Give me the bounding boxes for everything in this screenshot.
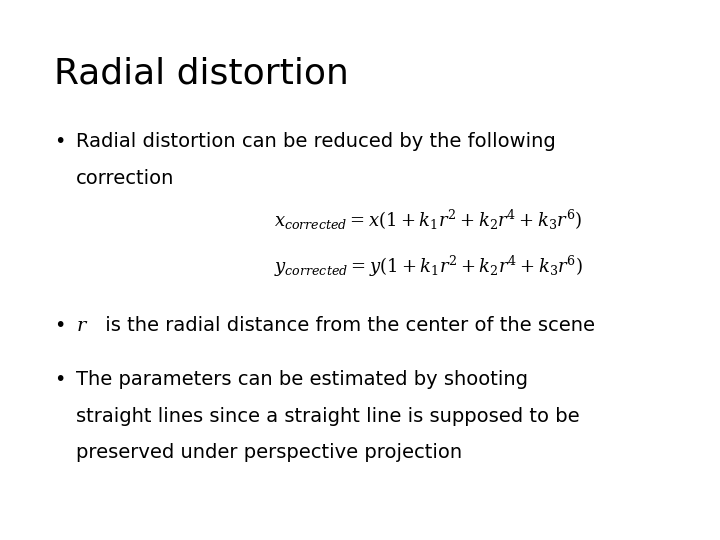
- Text: $y_{corrected} = y(1 + k_1 r^2 + k_2 r^4 + k_3 r^6)$: $y_{corrected} = y(1 + k_1 r^2 + k_2 r^4…: [274, 254, 582, 279]
- Text: straight lines since a straight line is supposed to be: straight lines since a straight line is …: [76, 407, 579, 426]
- Text: correction: correction: [76, 169, 174, 188]
- Text: •: •: [54, 316, 66, 335]
- Text: $r$: $r$: [76, 316, 88, 335]
- Text: •: •: [54, 132, 66, 151]
- Text: •: •: [54, 370, 66, 389]
- Text: Radial distortion: Radial distortion: [54, 57, 349, 91]
- Text: $x_{corrected} = x(1 + k_1 r^2 + k_2 r^4 + k_3 r^6)$: $x_{corrected} = x(1 + k_1 r^2 + k_2 r^4…: [274, 208, 582, 232]
- Text: The parameters can be estimated by shooting: The parameters can be estimated by shoot…: [76, 370, 528, 389]
- Text: is the radial distance from the center of the scene: is the radial distance from the center o…: [99, 316, 595, 335]
- Text: Radial distortion can be reduced by the following: Radial distortion can be reduced by the …: [76, 132, 555, 151]
- Text: preserved under perspective projection: preserved under perspective projection: [76, 443, 462, 462]
